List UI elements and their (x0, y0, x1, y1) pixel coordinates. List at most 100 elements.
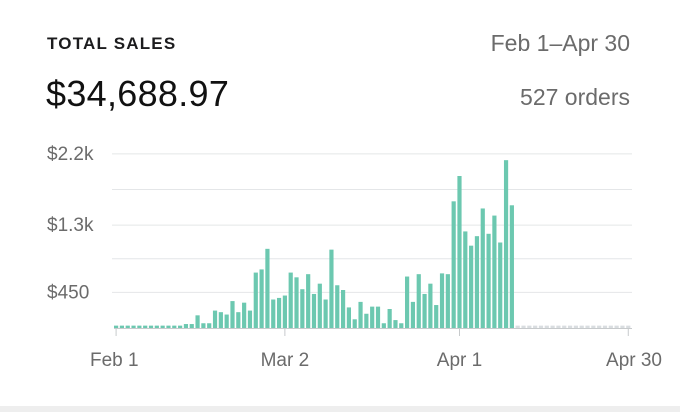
sales-bar[interactable] (160, 325, 165, 329)
sales-bar[interactable] (125, 325, 130, 329)
sales-bar[interactable] (329, 249, 334, 329)
future-bar[interactable] (550, 325, 555, 329)
sales-bar[interactable] (288, 272, 293, 328)
sales-bar[interactable] (370, 306, 375, 329)
future-bar[interactable] (602, 325, 608, 329)
sales-bar[interactable] (166, 325, 171, 329)
y-tick-label: $1.3k (47, 215, 94, 236)
sales-bar[interactable] (276, 297, 282, 328)
sales-bar[interactable] (306, 274, 311, 328)
sales-bar[interactable] (143, 325, 148, 329)
sales-bar[interactable] (300, 289, 305, 328)
sales-bar[interactable] (428, 283, 433, 328)
sales-bar[interactable] (352, 319, 357, 328)
sales-bar[interactable] (335, 285, 340, 328)
sales-bar[interactable] (463, 231, 468, 328)
future-bar[interactable] (591, 325, 596, 329)
y-tick-label: $2.2k (47, 144, 94, 165)
sales-bar[interactable] (207, 323, 212, 328)
total-sales-amount: $34,688.97 (46, 73, 230, 114)
sales-bar[interactable] (416, 274, 421, 328)
sales-bar[interactable] (137, 325, 142, 329)
sales-bar[interactable] (381, 323, 386, 328)
sales-bar[interactable] (387, 309, 392, 328)
sales-bar[interactable] (265, 248, 270, 328)
future-bar[interactable] (620, 325, 625, 329)
sales-bar[interactable] (311, 293, 317, 328)
future-bar[interactable] (608, 325, 613, 329)
x-tick-label: Apr 30 (606, 350, 662, 371)
future-bar[interactable] (533, 325, 538, 329)
sales-bar[interactable] (498, 242, 503, 329)
sales-bar[interactable] (457, 176, 462, 328)
sales-bar[interactable] (323, 299, 328, 329)
x-tick-label: Feb 1 (90, 350, 139, 371)
sales-bar[interactable] (236, 312, 241, 328)
sales-bar[interactable] (259, 269, 264, 328)
sales-bar[interactable] (114, 325, 119, 329)
future-bar[interactable] (544, 325, 549, 329)
sales-bar[interactable] (451, 201, 456, 328)
sales-bar[interactable] (189, 324, 194, 328)
sales-bar[interactable] (405, 276, 410, 328)
sales-bar[interactable] (399, 323, 404, 328)
sales-bar[interactable] (364, 313, 369, 328)
sales-bar[interactable] (469, 245, 474, 328)
sales-bar[interactable] (224, 314, 229, 328)
sales-bar[interactable] (195, 315, 200, 328)
sales-bar[interactable] (212, 310, 218, 328)
sales-bar[interactable] (358, 301, 363, 329)
future-bar[interactable] (579, 325, 584, 329)
sales-bar[interactable] (492, 215, 497, 328)
sales-bar[interactable] (375, 306, 381, 329)
future-bar[interactable] (614, 325, 619, 329)
sales-bar[interactable] (242, 302, 247, 328)
sales-bar[interactable] (253, 272, 258, 328)
future-bar[interactable] (573, 325, 578, 329)
sales-bar[interactable] (480, 208, 485, 328)
sales-bar[interactable] (282, 295, 287, 328)
sales-bar[interactable] (154, 325, 159, 329)
sales-bar[interactable] (119, 325, 125, 329)
sales-bar[interactable] (393, 320, 398, 328)
sales-bar[interactable] (247, 310, 253, 328)
future-bar[interactable] (527, 325, 532, 329)
sales-bar[interactable] (509, 205, 514, 328)
sales-bar[interactable] (422, 293, 427, 328)
sales-bar[interactable] (317, 283, 322, 328)
sales-bar[interactable] (230, 301, 235, 328)
sales-bar[interactable] (183, 324, 189, 328)
future-bar[interactable] (521, 325, 526, 329)
sales-bar[interactable] (178, 325, 183, 329)
sales-bar[interactable] (271, 299, 276, 329)
sales-bar[interactable] (201, 323, 206, 328)
future-bar[interactable] (626, 325, 631, 329)
sales-bar[interactable] (445, 274, 450, 328)
future-bar[interactable] (597, 325, 602, 329)
sales-bar[interactable] (503, 160, 509, 328)
future-bar[interactable] (556, 325, 561, 329)
y-tick-label: $450 (47, 282, 89, 303)
sales-bar[interactable] (439, 273, 445, 329)
future-bar[interactable] (515, 325, 520, 329)
sales-bar[interactable] (486, 233, 491, 328)
x-tick-label: Mar 2 (261, 350, 310, 371)
sales-bar[interactable] (294, 277, 299, 328)
sales-bar[interactable] (131, 325, 136, 329)
sales-bar[interactable] (172, 325, 177, 329)
sales-bar[interactable] (434, 305, 439, 328)
sales-bar[interactable] (340, 290, 346, 328)
sales-bar[interactable] (410, 301, 416, 329)
sales-bar[interactable] (148, 325, 154, 329)
future-bar[interactable] (538, 325, 544, 329)
x-tick-label: Apr 1 (437, 350, 482, 371)
sales-bar[interactable] (474, 236, 480, 328)
sales-bar[interactable] (218, 312, 223, 328)
date-range[interactable]: Feb 1–Apr 30 (490, 30, 630, 56)
future-bar[interactable] (562, 325, 567, 329)
sales-bar[interactable] (346, 307, 351, 328)
card-title: TOTAL SALES (47, 34, 177, 53)
future-bar[interactable] (585, 325, 590, 329)
future-bar[interactable] (567, 325, 573, 329)
